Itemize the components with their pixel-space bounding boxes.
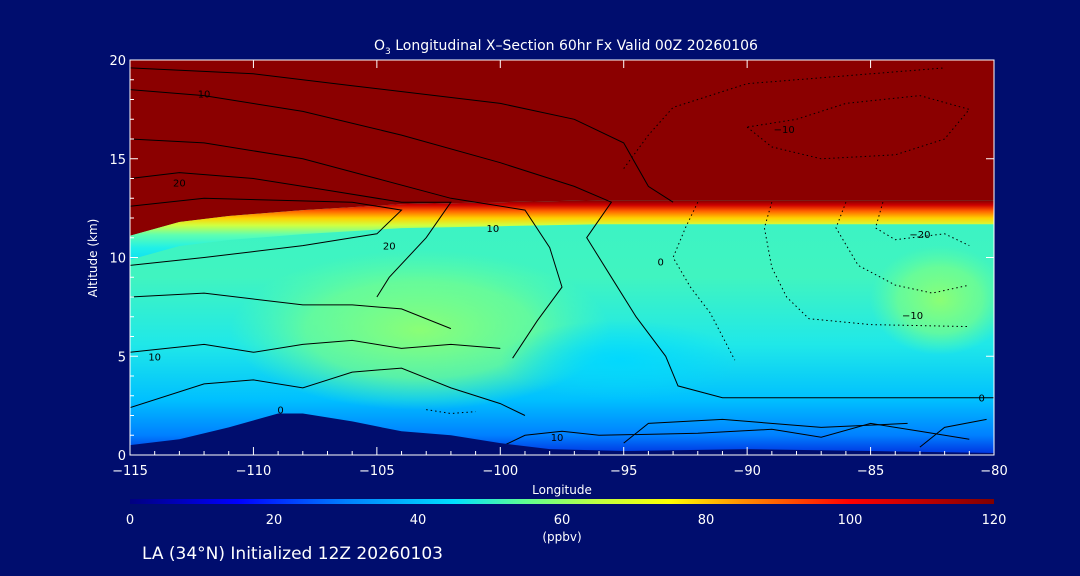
contour-line [130, 339, 501, 353]
y-axis-label: Altitude (km) [86, 219, 100, 298]
colorbar-tick-label: 20 [266, 513, 283, 528]
contour-line-negative [672, 201, 736, 361]
stratosphere-region [130, 60, 994, 236]
contour-lines [130, 67, 994, 448]
contour-label: 10 [487, 224, 500, 235]
contour-line [623, 418, 908, 444]
contour-line [130, 172, 452, 298]
x-tick-label: −90 [733, 464, 760, 479]
contour-line [130, 292, 452, 330]
contour-line [130, 197, 403, 266]
contour-line [130, 89, 994, 399]
contour-line-negative [874, 202, 970, 247]
contour-line [130, 367, 526, 416]
contour-label: 20 [173, 178, 186, 189]
contour-label: −10 [774, 125, 795, 136]
x-tick-label: −85 [857, 464, 884, 479]
y-tick-label: 20 [109, 54, 126, 69]
x-tick-label: −115 [112, 464, 148, 479]
contour-line-negative [763, 202, 970, 328]
y-axis: 0 5 10 15 20 [109, 54, 994, 464]
contour-line-negative [623, 67, 945, 169]
x-axis: −115 −110 −105 −100 −95 −90 −85 −80 [112, 60, 1008, 479]
y-tick-label: 15 [109, 153, 126, 168]
x-axis-label: Longitude [532, 483, 592, 497]
colorbar-tick-label: 120 [982, 513, 1007, 528]
x-tick-label: −100 [482, 464, 518, 479]
contour-label: 0 [658, 257, 664, 268]
y-tick-label: 0 [118, 449, 126, 464]
contour-line-negative [426, 409, 476, 415]
x-tick-label: −80 [980, 464, 1007, 479]
contour-label: 0 [277, 406, 283, 417]
contour-line [919, 418, 987, 448]
contour-label: 10 [148, 352, 161, 363]
colorbar-tick-label: 100 [838, 513, 863, 528]
contour-label: −20 [909, 230, 930, 241]
x-tick-label: −105 [359, 464, 395, 479]
colorbar-tick-label: 60 [554, 513, 571, 528]
chart-title: O3 Longitudinal X–Section 60hr Fx Valid … [374, 38, 758, 57]
colorbar [130, 499, 994, 504]
x-tick-label: −110 [236, 464, 272, 479]
colorbar-tick-label: 40 [410, 513, 427, 528]
contour-line [130, 138, 563, 359]
contour-label: 0 [978, 394, 984, 405]
contour-label: 10 [551, 433, 564, 444]
colorbar-tick-label: 0 [126, 513, 134, 528]
colorbar-tick-label: 80 [698, 513, 715, 528]
y-tick-label: 10 [109, 252, 126, 267]
contour-line [500, 422, 970, 448]
contour-label: −10 [902, 311, 923, 322]
ozone-max-region-east [870, 245, 994, 355]
colorbar-ticks: 0 20 40 60 80 100 120 [126, 513, 1007, 528]
x-tick-label: −95 [610, 464, 637, 479]
contour-line [130, 67, 674, 203]
contour-labels: 10 20 20 10 0 −10 −20 −10 10 0 10 0 [148, 90, 985, 445]
contour-line-negative [835, 202, 970, 294]
contour-label: 10 [198, 90, 211, 101]
tropopause-transition [130, 200, 994, 260]
plot-area: 10 20 20 10 0 −10 −20 −10 10 0 10 0 [130, 60, 994, 455]
terrain [130, 413, 994, 455]
y-tick-label: 5 [118, 350, 126, 365]
contour-label: 20 [383, 242, 396, 253]
colorbar-unit-label: (ppbv) [542, 530, 581, 544]
initialization-label: LA (34°N) Initialized 12Z 20260103 [142, 544, 443, 564]
ozone-low-region [500, 320, 740, 400]
